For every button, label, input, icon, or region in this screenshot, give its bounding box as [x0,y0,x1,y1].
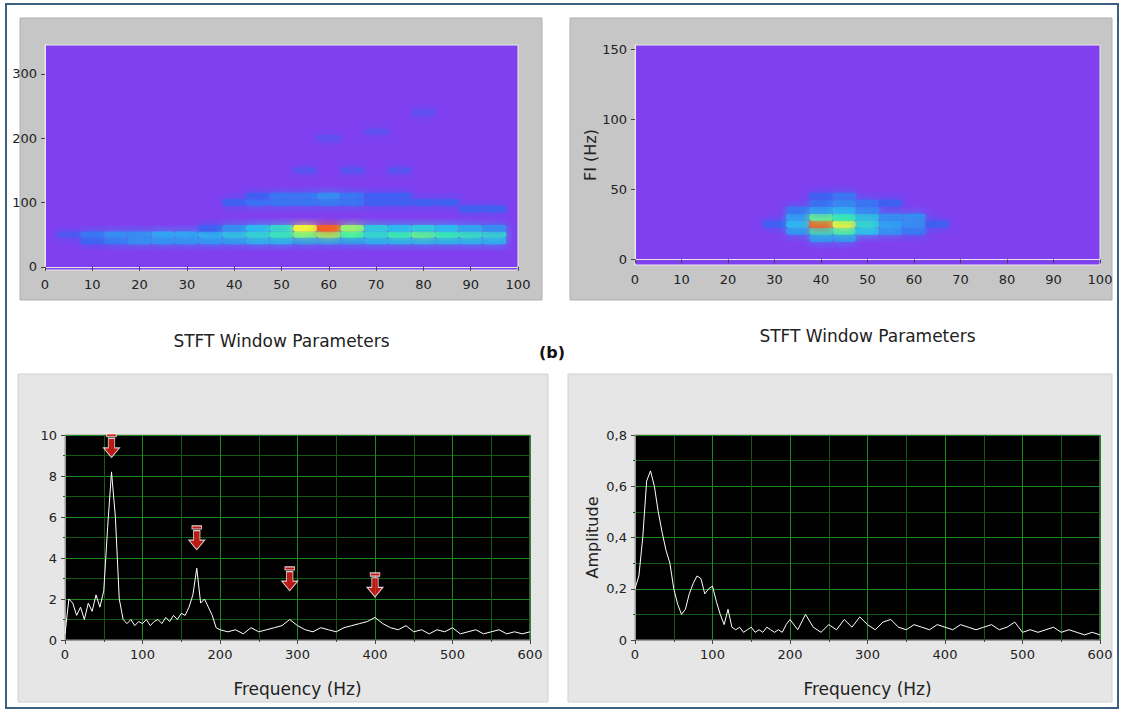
svg-text:0: 0 [631,647,639,662]
svg-text:100: 100 [602,112,627,127]
svg-text:0,8: 0,8 [606,428,627,443]
svg-text:100: 100 [130,647,155,662]
svg-text:0: 0 [61,647,69,662]
svg-text:40: 40 [813,272,830,287]
svg-text:70: 70 [952,272,969,287]
svg-text:Amplitude: Amplitude [583,497,602,579]
svg-text:4: 4 [49,551,57,566]
svg-text:50: 50 [273,277,290,292]
svg-text:100: 100 [12,195,37,210]
svg-text:20: 20 [720,272,737,287]
svg-text:10: 10 [40,428,57,443]
svg-text:300: 300 [285,647,310,662]
svg-text:0: 0 [619,252,627,267]
svg-text:50: 50 [610,182,627,197]
svg-text:200: 200 [208,647,233,662]
svg-text:0,6: 0,6 [606,479,627,494]
svg-text:100: 100 [1088,272,1113,287]
svg-text:Frequency (Hz): Frequency (Hz) [233,679,361,699]
svg-text:150: 150 [602,42,627,57]
svg-text:0: 0 [41,277,49,292]
svg-text:8: 8 [49,469,57,484]
svg-text:2: 2 [49,592,57,607]
svg-text:50: 50 [859,272,876,287]
svg-text:100: 100 [506,277,531,292]
svg-text:500: 500 [1010,647,1035,662]
svg-text:90: 90 [1045,272,1062,287]
svg-text:100: 100 [700,647,725,662]
svg-text:STFT Window Parameters: STFT Window Parameters [759,326,975,346]
svg-text:400: 400 [933,647,958,662]
svg-text:(b): (b) [539,343,565,362]
svg-text:600: 600 [1088,647,1113,662]
svg-text:10: 10 [673,272,690,287]
svg-text:40: 40 [226,277,243,292]
svg-text:600: 600 [518,647,543,662]
svg-text:60: 60 [906,272,923,287]
svg-text:30: 30 [179,277,196,292]
svg-text:STFT Window Parameters: STFT Window Parameters [173,331,389,351]
svg-text:60: 60 [321,277,338,292]
svg-text:400: 400 [363,647,388,662]
svg-text:80: 80 [415,277,432,292]
svg-text:6: 6 [49,510,57,525]
svg-text:300: 300 [855,647,880,662]
svg-text:FI (Hz): FI (Hz) [581,129,600,181]
svg-text:20: 20 [131,277,148,292]
svg-text:70: 70 [368,277,385,292]
svg-text:200: 200 [12,131,37,146]
svg-text:0: 0 [631,272,639,287]
svg-text:Frequency (Hz): Frequency (Hz) [803,679,931,699]
svg-text:200: 200 [778,647,803,662]
svg-text:90: 90 [462,277,479,292]
svg-text:0,4: 0,4 [606,530,627,545]
svg-text:0,2: 0,2 [606,581,627,596]
svg-text:10: 10 [84,277,101,292]
svg-text:300: 300 [12,66,37,81]
svg-text:0: 0 [49,633,57,648]
svg-text:80: 80 [999,272,1016,287]
svg-text:0: 0 [619,633,627,648]
svg-text:0: 0 [29,259,37,274]
svg-text:30: 30 [766,272,783,287]
svg-text:500: 500 [440,647,465,662]
